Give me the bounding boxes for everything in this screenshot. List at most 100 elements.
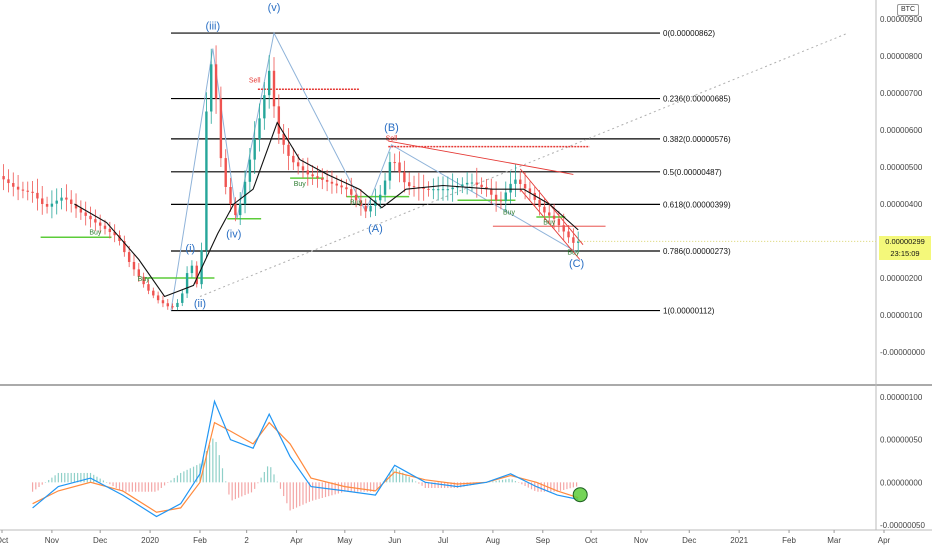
candlestick (210, 48, 213, 124)
time-tick-label: Sep (536, 536, 551, 545)
candle-body (219, 98, 223, 159)
candle-body (528, 188, 532, 193)
candle-body (364, 205, 367, 212)
macd-histogram-bar (308, 482, 311, 502)
macd-histogram-bar (527, 482, 529, 488)
candlestick (509, 171, 512, 204)
macd-histogram-bar (495, 480, 497, 483)
macd-histogram-bar (521, 482, 523, 485)
candlestick (523, 171, 527, 200)
macd-histogram-bar (305, 482, 307, 504)
candlestick (292, 147, 295, 171)
macd-histogram-bar (366, 482, 368, 492)
macd-histogram-bar (250, 482, 253, 493)
candle-body (161, 300, 165, 304)
candle-body (70, 199, 73, 204)
macd-histogram-bar (341, 482, 343, 493)
macd-histogram-bar (569, 482, 571, 489)
candle-body (277, 106, 281, 134)
time-tick-label: Jun (388, 536, 401, 545)
macd-histogram-bar (31, 482, 34, 492)
macd-histogram-bar (411, 479, 414, 483)
candlestick (79, 200, 83, 220)
price-tick-label: -0.00000000 (880, 348, 925, 357)
macd-histogram-bar (492, 481, 494, 483)
macd-histogram-bar (54, 475, 56, 483)
wave-label: (iii) (206, 20, 221, 32)
macd-histogram-bar (337, 482, 339, 494)
candlestick (84, 201, 87, 226)
time-tick-label: Oct (0, 536, 9, 545)
candle-body (509, 183, 512, 193)
macd-histogram-bar (283, 482, 285, 497)
macd-tick-label: 0.00000000 (880, 478, 923, 487)
candlestick (147, 280, 150, 295)
macd-histogram-bar (286, 482, 288, 504)
candlestick (70, 190, 73, 213)
macd-histogram-bar (518, 482, 520, 483)
candlestick (446, 176, 450, 201)
candle-body (519, 179, 522, 185)
candlestick (475, 167, 478, 198)
candle-body (359, 200, 363, 206)
macd-histogram-bar (225, 481, 227, 483)
candle-body (543, 206, 546, 213)
candlestick (98, 214, 102, 233)
signal-label: Buy (138, 276, 151, 283)
time-tick-label: May (337, 536, 352, 545)
macd-histogram-bar (64, 472, 66, 483)
macd-histogram-bar (360, 482, 362, 492)
candle-body (142, 276, 145, 285)
price-tick-label: 0.00000800 (880, 52, 923, 61)
macd-histogram-bar (498, 480, 500, 483)
macd-histogram-bar (170, 480, 172, 483)
candle-body (325, 179, 329, 182)
macd-histogram-bar (147, 482, 150, 492)
macd-histogram-bar (141, 482, 143, 492)
candlestick (36, 178, 39, 211)
candle-body (292, 155, 295, 163)
macd-histogram-bar (157, 482, 159, 491)
macd-histogram-bar (99, 478, 101, 483)
candlestick (548, 203, 551, 224)
candlestick (562, 213, 565, 242)
macd-histogram-bar (402, 472, 404, 483)
candlestick (234, 197, 237, 222)
candle-body (195, 265, 198, 285)
candle-body (567, 231, 570, 238)
candlestick (243, 170, 247, 214)
candlestick (26, 181, 29, 201)
candle-body (248, 159, 252, 182)
candlestick (354, 187, 358, 208)
macd-histogram-bar (241, 482, 243, 497)
candlestick (282, 124, 285, 154)
macd-histogram-bar (205, 451, 208, 483)
time-tick-label: Jul (438, 536, 448, 545)
candlestick (123, 235, 126, 257)
candle-body (229, 186, 232, 204)
candle-body (427, 188, 430, 190)
candle-body (263, 95, 266, 119)
candlestick (345, 179, 348, 197)
candle-body (166, 303, 169, 307)
candle-body (12, 183, 15, 187)
macd-histogram-bar (437, 482, 439, 488)
signal-label: Buy (503, 210, 516, 217)
candle-body (321, 178, 324, 180)
fib-level-label: 0.5(0.00000487) (663, 168, 722, 177)
macd-histogram-bar (556, 482, 558, 492)
candle-body (311, 174, 314, 177)
time-tick-label: Apr (878, 536, 891, 545)
candlestick (2, 164, 5, 191)
candle-body (26, 190, 29, 192)
candle-body (576, 241, 580, 243)
macd-histogram-bar (173, 477, 175, 483)
macd-histogram-bar (572, 482, 574, 488)
candle-body (412, 186, 416, 188)
candle-body (176, 302, 179, 307)
candlestick (490, 178, 493, 205)
macd-histogram-bar (489, 481, 491, 483)
candlestick (214, 45, 218, 114)
